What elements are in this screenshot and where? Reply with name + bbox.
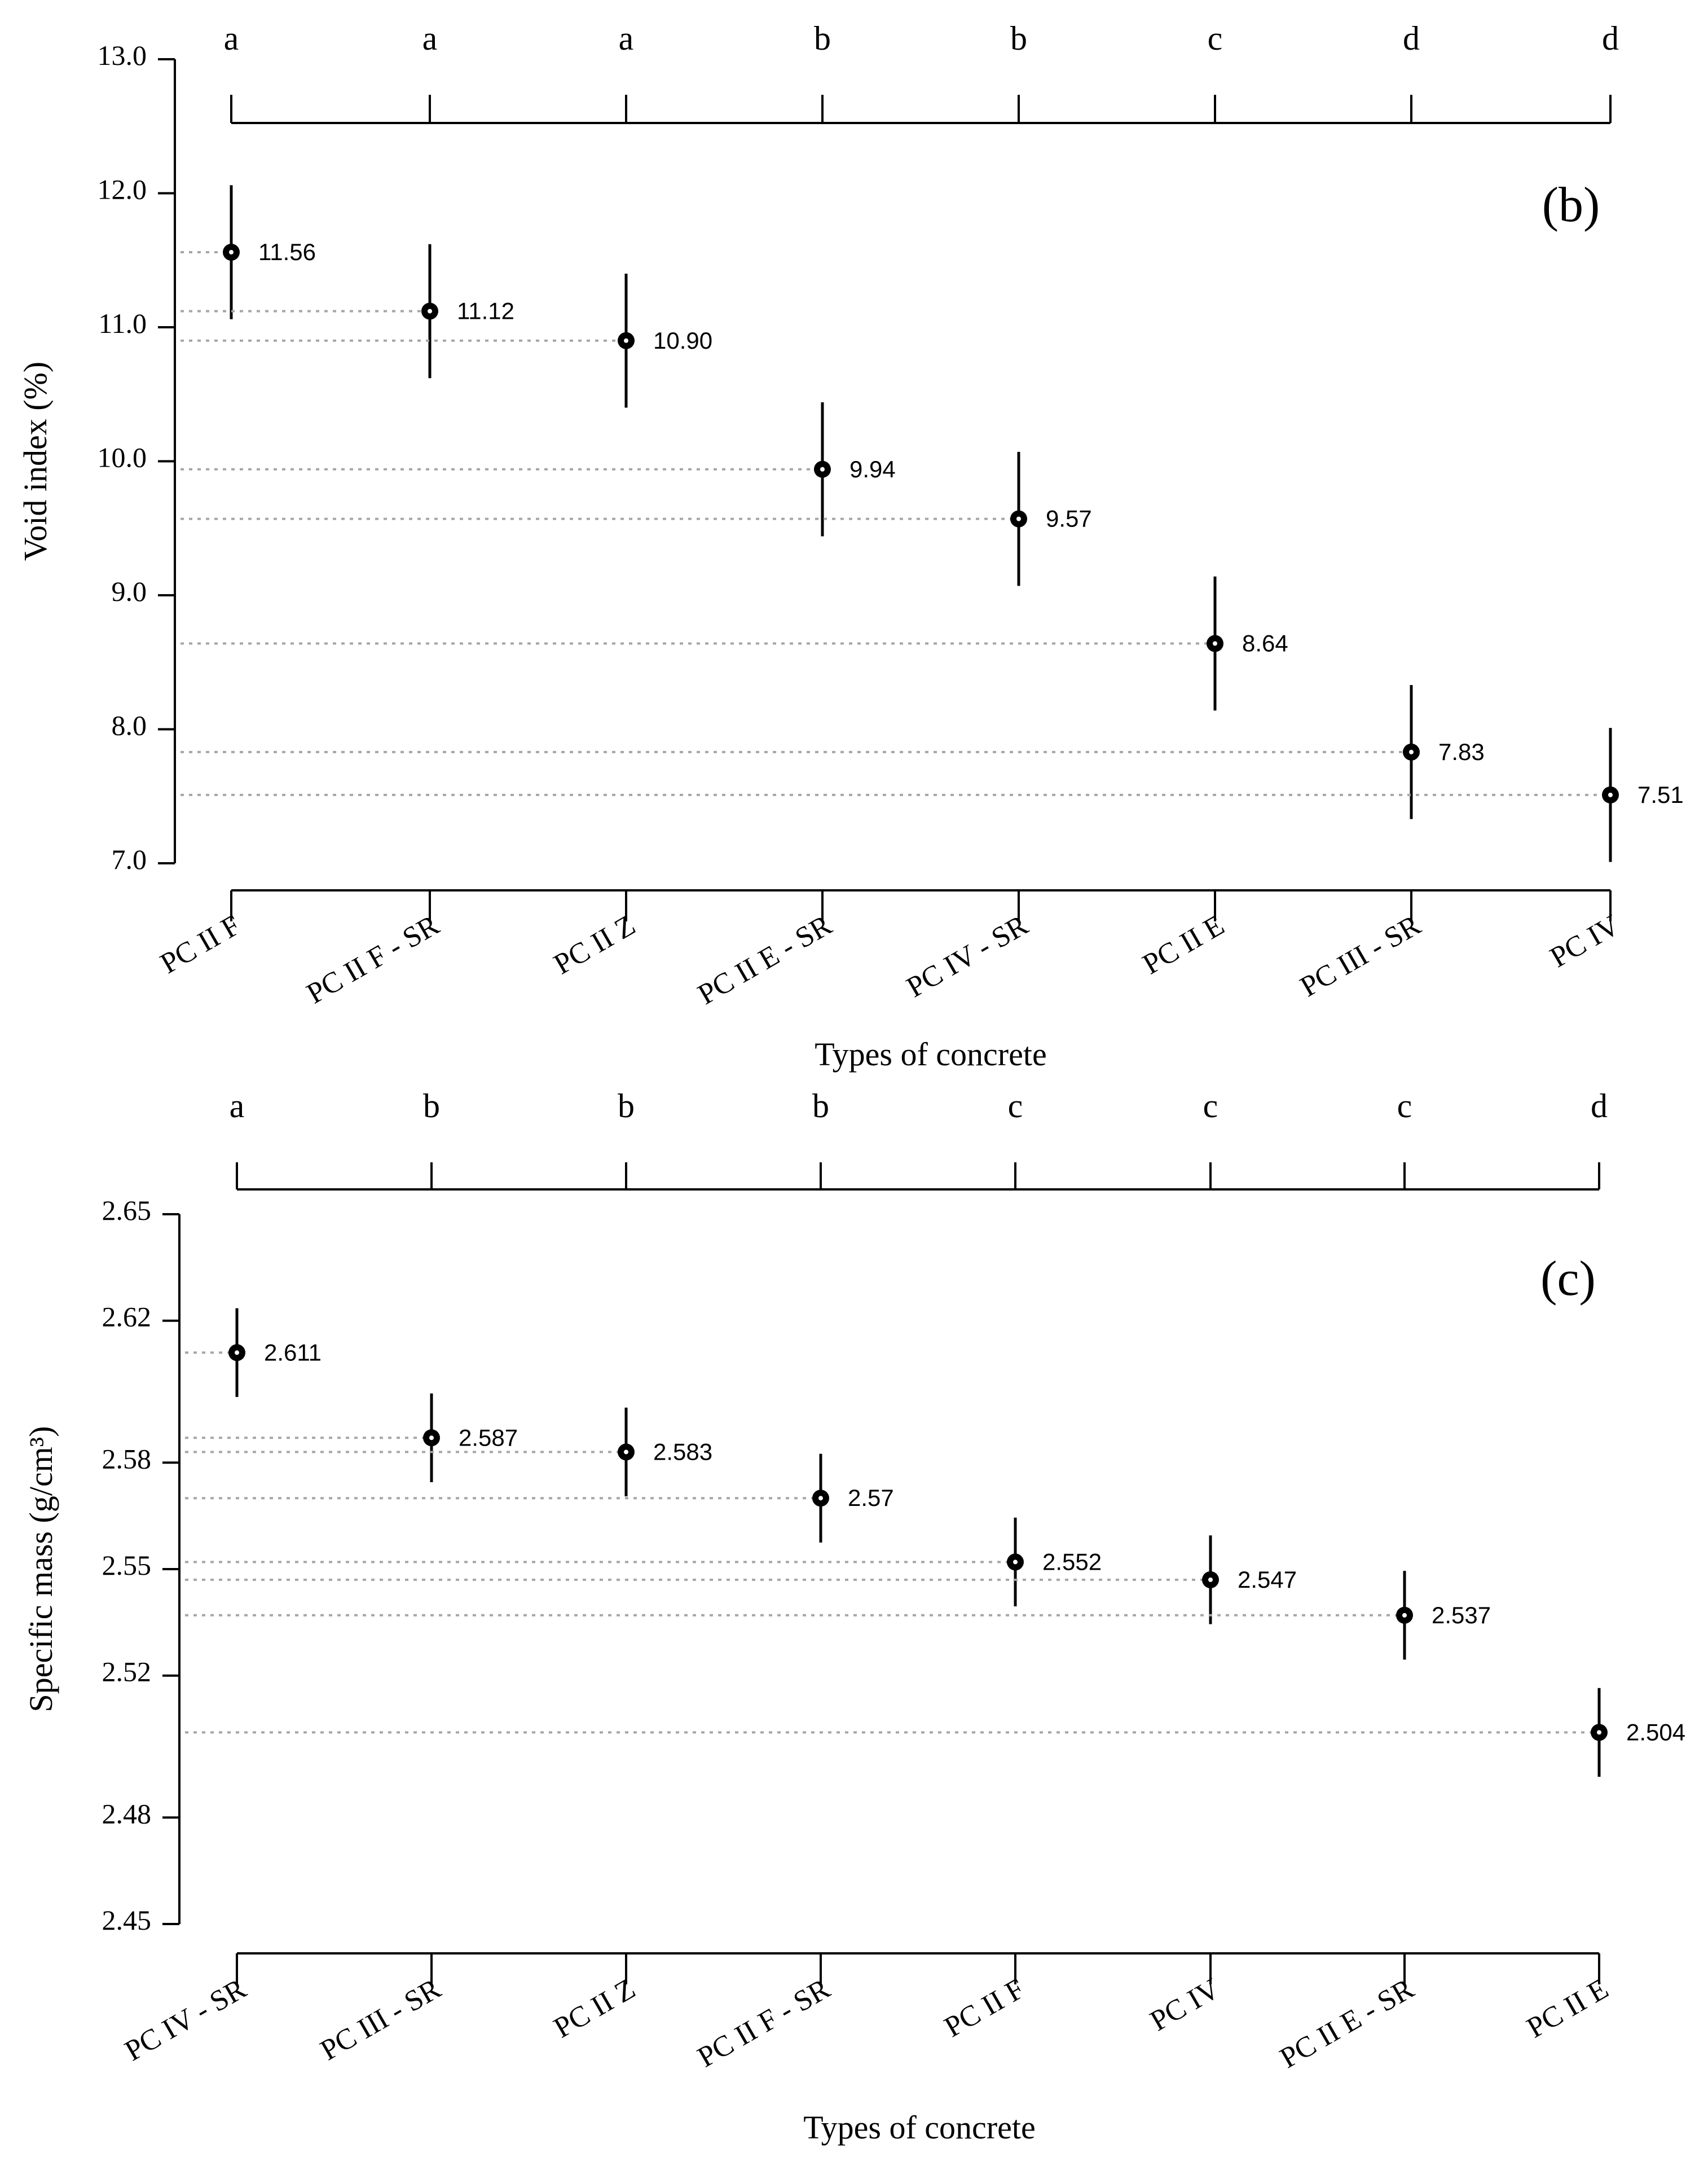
group-letter: b (1010, 20, 1027, 57)
group-letter: a (422, 20, 438, 57)
y-tick-label: 2.58 (102, 1443, 152, 1474)
y-tick-label: 11.0 (98, 308, 147, 339)
x-tick-label: PC II E - SR (1275, 1973, 1419, 2075)
data-label: 2.611 (264, 1339, 322, 1365)
y-tick-label: 2.65 (102, 1194, 152, 1226)
group-letter: c (1008, 1087, 1023, 1125)
data-label: 11.56 (258, 239, 316, 265)
group-letter: c (1397, 1087, 1412, 1125)
data-point-center (818, 1496, 823, 1501)
x-tick-label: PC II Z (548, 1973, 641, 2044)
data-point-center (820, 467, 825, 472)
x-tick-label: PC II F (939, 1973, 1030, 2044)
data-label: 8.64 (1242, 630, 1288, 657)
y-axis-title: Specific mass (g/cm³) (23, 1426, 59, 1712)
group-letter: b (814, 20, 831, 57)
x-tick-label: PC IV - SR (120, 1973, 252, 2067)
data-point-center (624, 338, 628, 343)
data-label: 2.552 (1042, 1548, 1102, 1575)
group-letter: b (812, 1087, 829, 1125)
panel-label: (b) (1542, 178, 1600, 232)
data-point-center (1409, 749, 1414, 754)
group-letter: a (224, 20, 239, 57)
data-label: 9.94 (849, 456, 896, 482)
x-axis-title: Types of concrete (803, 2109, 1035, 2146)
x-tick-label: PC II F - SR (301, 909, 444, 1011)
y-tick-label: 2.45 (102, 1904, 152, 1936)
y-tick-label: 10.0 (98, 442, 147, 473)
x-tick-label: PC II E - SR (693, 909, 837, 1011)
data-label: 2.504 (1626, 1719, 1685, 1745)
group-letter: a (230, 1087, 245, 1125)
data-label: 7.83 (1438, 739, 1485, 765)
x-axis-title: Types of concrete (815, 1036, 1046, 1073)
x-tick-label: PC II Z (548, 909, 641, 981)
data-label: 2.537 (1432, 1602, 1491, 1628)
data-point-center (1013, 1560, 1018, 1565)
data-label: 2.587 (459, 1424, 518, 1451)
chart-panel-b: a a a b b c d d 7.0 8.0 9.0 10.0 11.0 12.0 13.0 Void in… (17, 20, 1684, 1073)
group-letter: c (1203, 1087, 1218, 1125)
data-label: 2.547 (1238, 1566, 1297, 1593)
x-tick-label: PC II F - SR (692, 1973, 835, 2074)
data-point-center (428, 309, 432, 314)
data-label: 10.90 (653, 327, 712, 354)
data-point-center (1016, 516, 1021, 521)
x-tick-label: PC III - SR (1295, 909, 1427, 1003)
group-letter: d (1403, 20, 1420, 57)
data-point-center (624, 1450, 628, 1455)
group-letter: b (423, 1087, 440, 1125)
x-tick-label: PC II E (1521, 1973, 1614, 2044)
data-label: 9.57 (1046, 506, 1092, 532)
data-label: 7.51 (1637, 781, 1684, 808)
y-axis-title: Void index (%) (17, 362, 54, 561)
x-tick-label: PC II F (155, 909, 246, 980)
data-label: 2.57 (848, 1484, 894, 1511)
group-letter: a (619, 20, 634, 57)
y-tick-label: 8.0 (112, 710, 147, 741)
y-tick-label: 13.0 (98, 39, 147, 71)
y-tick-label: 12.0 (98, 174, 147, 205)
x-tick-label: PC II E (1137, 909, 1230, 981)
y-tick-label: 2.55 (102, 1549, 152, 1581)
y-tick-label: 2.52 (102, 1656, 152, 1688)
data-point-center (1597, 1730, 1601, 1735)
data-point-center (429, 1435, 434, 1440)
data-point-center (1213, 641, 1217, 646)
group-letter: d (1591, 1087, 1608, 1125)
data-point-center (229, 250, 234, 254)
y-tick-label: 7.0 (112, 844, 147, 875)
data-point-center (1608, 792, 1613, 797)
data-point-center (235, 1350, 239, 1355)
x-tick-label: PC IV (1145, 1973, 1225, 2037)
group-letter: c (1208, 20, 1223, 57)
group-letter: d (1602, 20, 1619, 57)
chart-panel-c: a b b b c c c d 2.45 2.48 2.52 2.55 2.58 2.62 2.65 Spec… (23, 1087, 1685, 2146)
x-tick-label: PC IV (1545, 909, 1625, 974)
data-label: 2.583 (653, 1438, 712, 1465)
data-label: 11.12 (457, 298, 514, 324)
data-point-center (1402, 1613, 1407, 1618)
y-tick-label: 9.0 (112, 576, 147, 607)
x-tick-label: PC IV - SR (901, 909, 1033, 1004)
group-letter: b (618, 1087, 635, 1125)
y-tick-label: 2.62 (102, 1301, 152, 1333)
panel-label: (c) (1540, 1251, 1596, 1306)
y-tick-label: 2.48 (102, 1798, 152, 1829)
x-tick-label: PC III - SR (315, 1973, 447, 2067)
data-point-center (1208, 1577, 1213, 1582)
